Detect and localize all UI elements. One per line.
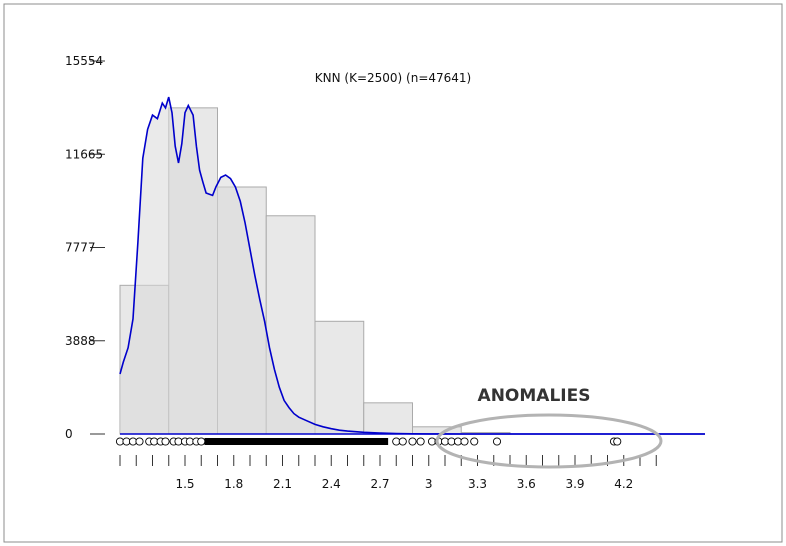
x-tick-label-9: 4.2	[614, 477, 633, 491]
rug-point-23	[460, 437, 469, 446]
chart-title: KNN (K=2500) (n=47641)	[315, 71, 471, 85]
density-area	[120, 97, 689, 434]
x-tick-label-3: 2.4	[322, 477, 341, 491]
rug-point-3	[135, 437, 144, 446]
x-tick-label-0: 1.5	[175, 477, 194, 491]
y-axis: 0 3888 7777 11665 15554	[65, 54, 105, 441]
density-curves	[119, 96, 705, 435]
border	[3, 3, 783, 543]
y-tick-label-3: 11665	[65, 147, 103, 161]
x-tick-label-1: 1.8	[224, 477, 243, 491]
anomalies-label: ANOMALIES	[478, 386, 591, 406]
x-tick-label-6: 3.3	[468, 477, 487, 491]
y-tick-label-2: 7777	[65, 241, 96, 255]
anomalies-annotation: ANOMALIES	[435, 386, 663, 469]
rug-dense-band	[204, 438, 389, 445]
y-tick-label-0: 0	[65, 427, 73, 441]
rug-point-13	[197, 437, 206, 446]
rug-point-24	[470, 437, 479, 446]
anomalies-ellipse	[435, 413, 663, 469]
rug-point-27	[613, 437, 622, 446]
rug-point-16	[408, 437, 417, 446]
rug-points	[115, 437, 622, 446]
rug-point-15	[398, 437, 407, 446]
x-tick-label-2: 2.1	[273, 477, 292, 491]
x-axis: 1.5 1.8 2.1 2.4 2.7 3 3.3 3.6 3.9 4.2	[119, 455, 657, 491]
x-tick-label-4: 2.7	[370, 477, 389, 491]
rug-point-17	[416, 437, 425, 446]
histogram-bar-5	[363, 402, 413, 435]
x-tick-label-5: 3	[425, 477, 433, 491]
y-tick-label-1: 3888	[65, 334, 96, 348]
rug-point-25	[492, 437, 502, 446]
histogram-bar-4	[314, 320, 365, 435]
x-tick-label-7: 3.6	[517, 477, 536, 491]
y-tick-label-4: 15554	[65, 54, 103, 68]
x-tick-label-8: 3.9	[565, 477, 584, 491]
rug-point-7	[161, 437, 170, 446]
